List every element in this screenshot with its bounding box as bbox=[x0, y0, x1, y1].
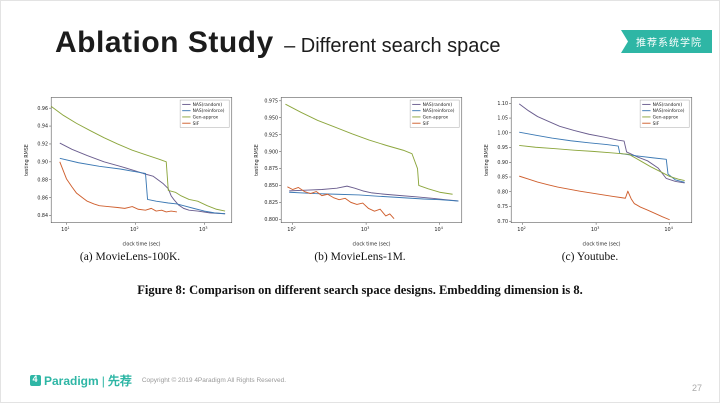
svg-text:101: 101 bbox=[61, 226, 69, 233]
svg-text:0.875: 0.875 bbox=[264, 166, 278, 172]
svg-text:Gen-approx: Gen-approx bbox=[193, 115, 219, 121]
svg-text:testing RMSE: testing RMSE bbox=[24, 144, 30, 176]
svg-text:1.10: 1.10 bbox=[497, 101, 508, 107]
svg-text:testing RMSE: testing RMSE bbox=[254, 144, 260, 176]
svg-text:0.94: 0.94 bbox=[37, 124, 48, 130]
chart-movielens-1m: 0.800 0.825 0.850 0.875 0.900 0.925 0.950 0.975… bbox=[253, 92, 467, 263]
svg-text:0.850: 0.850 bbox=[264, 183, 278, 189]
svg-text:0.90: 0.90 bbox=[497, 160, 508, 166]
svg-text:102: 102 bbox=[517, 226, 526, 233]
title-sub: – Different search space bbox=[284, 35, 501, 57]
chart-caption: (b) MovieLens-1M. bbox=[314, 251, 406, 263]
svg-text:clock time (sec): clock time (sec) bbox=[582, 242, 620, 248]
svg-text:SIF: SIF bbox=[193, 121, 200, 127]
svg-text:0.975: 0.975 bbox=[264, 98, 278, 104]
svg-text:0.96: 0.96 bbox=[37, 106, 48, 112]
svg-text:103: 103 bbox=[199, 226, 208, 233]
svg-text:NAS(reinforce): NAS(reinforce) bbox=[653, 108, 685, 114]
svg-text:Gen-approx: Gen-approx bbox=[653, 115, 679, 121]
svg-text:SIF: SIF bbox=[423, 121, 430, 127]
slide-title: Ablation Study – Different search space bbox=[55, 26, 501, 60]
svg-text:Gen-approx: Gen-approx bbox=[423, 115, 449, 121]
svg-text:clock time (sec): clock time (sec) bbox=[122, 242, 160, 248]
svg-text:0.950: 0.950 bbox=[264, 115, 278, 121]
svg-text:0.95: 0.95 bbox=[497, 145, 508, 151]
logo-icon bbox=[30, 374, 41, 386]
svg-text:0.70: 0.70 bbox=[497, 219, 508, 225]
chart-youtube: 0.70 0.75 0.80 0.85 0.90 0.95 1.00 1.05 1.10 102 1… bbox=[483, 92, 697, 263]
svg-text:0.80: 0.80 bbox=[497, 189, 508, 195]
chart-caption: (a) MovieLens-100K. bbox=[79, 251, 181, 263]
footer: Paradigm | 先荐 Copyright © 2019 4Paradigm… bbox=[30, 372, 286, 389]
svg-text:testing RMSE: testing RMSE bbox=[484, 144, 490, 176]
chart-canvas-youtube: 0.70 0.75 0.80 0.85 0.90 0.95 1.00 1.05 1.10 102 1… bbox=[484, 97, 693, 248]
svg-text:NAS(random): NAS(random) bbox=[193, 102, 223, 108]
course-badge: 推荐系统学院 bbox=[621, 30, 712, 53]
company-logo: Paradigm | 先荐 bbox=[30, 372, 132, 389]
svg-text:0.86: 0.86 bbox=[37, 195, 48, 201]
chart-caption: (c) Youtube. bbox=[561, 251, 619, 263]
svg-text:NAS(random): NAS(random) bbox=[423, 102, 453, 108]
svg-text:0.85: 0.85 bbox=[497, 175, 508, 181]
svg-text:NAS(reinforce): NAS(reinforce) bbox=[193, 108, 225, 114]
charts-row: 0.84 0.86 0.88 0.90 0.92 0.94 0.96 101 102 103 NAS… bbox=[12, 92, 708, 263]
svg-text:1.00: 1.00 bbox=[497, 130, 508, 136]
svg-text:NAS(reinforce): NAS(reinforce) bbox=[423, 108, 455, 114]
svg-text:0.88: 0.88 bbox=[37, 177, 48, 183]
svg-text:0.900: 0.900 bbox=[264, 149, 278, 155]
svg-text:0.90: 0.90 bbox=[37, 160, 48, 166]
svg-text:0.92: 0.92 bbox=[37, 142, 48, 148]
svg-text:0.825: 0.825 bbox=[264, 200, 278, 206]
copyright-text: Copyright © 2019 4Paradigm All Rights Re… bbox=[141, 377, 287, 384]
chart-canvas-movielens-1m: 0.800 0.825 0.850 0.875 0.900 0.925 0.950 0.975… bbox=[254, 97, 463, 248]
svg-text:103: 103 bbox=[591, 226, 600, 233]
chart-canvas-movielens-100k: 0.84 0.86 0.88 0.90 0.92 0.94 0.96 101 102 103 NAS… bbox=[24, 97, 233, 248]
svg-text:SIF: SIF bbox=[653, 121, 660, 127]
title-main: Ablation Study bbox=[55, 26, 274, 59]
svg-text:102: 102 bbox=[287, 226, 296, 233]
svg-text:0.800: 0.800 bbox=[264, 217, 278, 223]
page-number: 27 bbox=[691, 383, 702, 393]
svg-text:102: 102 bbox=[130, 226, 139, 233]
svg-text:NAS(random): NAS(random) bbox=[653, 102, 683, 108]
svg-text:clock time (sec): clock time (sec) bbox=[352, 242, 390, 248]
svg-text:1.05: 1.05 bbox=[497, 116, 508, 122]
chart-movielens-100k: 0.84 0.86 0.88 0.90 0.92 0.94 0.96 101 102 103 NAS… bbox=[23, 92, 237, 263]
svg-text:0.925: 0.925 bbox=[264, 132, 278, 138]
svg-text:103: 103 bbox=[361, 226, 370, 233]
svg-text:104: 104 bbox=[664, 226, 673, 233]
svg-text:0.75: 0.75 bbox=[497, 204, 508, 210]
figure-caption: Figure 8: Comparison on different search… bbox=[137, 283, 583, 297]
logo-cn-text: 先荐 bbox=[107, 374, 132, 388]
svg-text:104: 104 bbox=[434, 226, 443, 233]
logo-text: Paradigm bbox=[44, 373, 99, 388]
svg-text:0.84: 0.84 bbox=[37, 213, 48, 219]
logo-divider: | bbox=[101, 373, 105, 388]
